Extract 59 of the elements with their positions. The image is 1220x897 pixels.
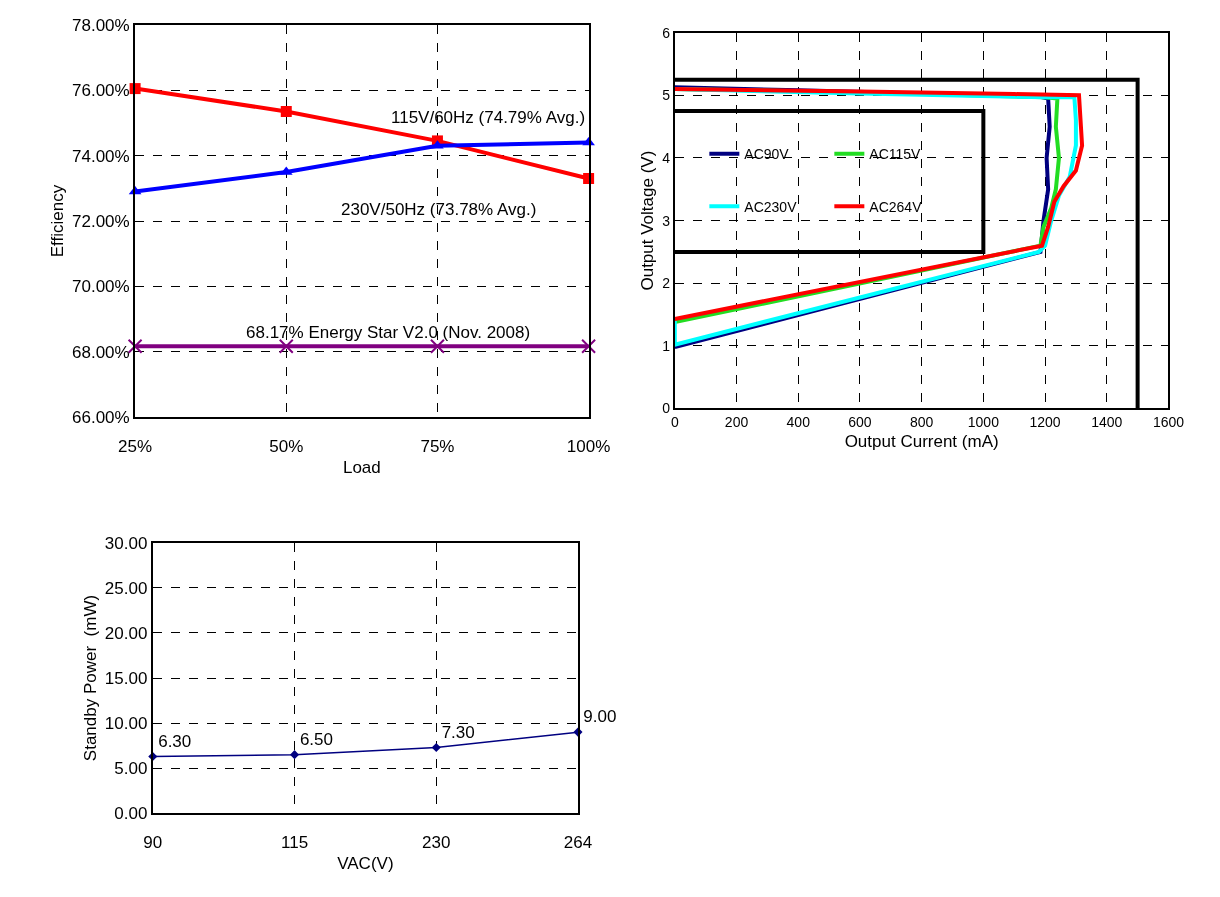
y-tick-label: 0 (662, 400, 671, 417)
x-tick-label: 200 (724, 414, 749, 431)
data-label: 6.50 (299, 730, 333, 750)
y-tick-label: 2 (662, 275, 671, 292)
y-tick-label: 25.00 (104, 578, 148, 598)
point (431, 742, 441, 752)
x-tick-label: 1400 (1091, 414, 1123, 431)
x-tick-label: 400 (786, 414, 811, 431)
x-tick-label: 100% (566, 436, 611, 456)
y-tick-label: 5.00 (114, 759, 148, 779)
y-tick-label: 66.00% (72, 408, 130, 428)
x-tick-label: 600 (848, 414, 872, 431)
annotation: 115V/60Hz (74.79% Avg.) (391, 108, 586, 127)
y-tick-label: 10.00 (104, 714, 148, 734)
y-tick-label: 4 (662, 149, 671, 166)
y-tick-label: 74.00% (72, 146, 130, 166)
point (280, 105, 292, 117)
data-label: 6.30 (158, 731, 192, 751)
y-tick-label: 30.00 (104, 533, 148, 553)
y-tick-label: 1 (662, 337, 671, 354)
y-tick-label: 72.00% (72, 211, 130, 231)
y-tick-label: 3 (662, 212, 671, 229)
point (127, 338, 143, 354)
x-tick-label: 230 (422, 832, 451, 852)
x-axis-title: Output Current (mA) (844, 432, 999, 452)
x-tick-label: 1600 (1152, 414, 1185, 431)
x-tick-label: 1000 (967, 414, 1000, 431)
y-tick-label: 68.00% (72, 342, 130, 362)
data-label: 7.30 (441, 722, 475, 742)
point (289, 750, 300, 760)
x-tick-label: 50% (269, 436, 304, 456)
x-axis-title: VAC(V) (337, 853, 394, 873)
y-tick-label: 78.00% (72, 15, 130, 35)
annotation: 68.17% Energy Star V2.0 (Nov. 2008) (246, 323, 531, 342)
y-axis-title: Efficiency (48, 184, 68, 258)
x-tick-label: 264 (563, 832, 593, 852)
y-tick-label: 5 (662, 87, 671, 104)
y-tick-label: 20.00 (104, 623, 148, 643)
point (581, 338, 597, 354)
x-tick-label: 800 (909, 414, 934, 431)
legend-label: AC230V (744, 198, 798, 215)
x-tick-label: 1200 (1029, 414, 1061, 431)
y-tick-label: 6 (662, 24, 671, 41)
y-tick-label: 15.00 (104, 668, 148, 688)
y-axis-title: Standby Power (mW) (80, 594, 100, 762)
y-tick-label: 70.00% (72, 277, 130, 297)
y-tick-label: 76.00% (72, 81, 130, 101)
point (429, 338, 445, 354)
x-axis-title: Load (342, 457, 381, 477)
point (278, 338, 294, 354)
x-tick-label: 75% (420, 436, 455, 456)
data-label: 9.00 (583, 707, 617, 727)
x-tick-label: 90 (143, 832, 163, 852)
x-tick-label: 115 (280, 832, 309, 852)
y-tick-label: 0.00 (114, 804, 148, 824)
legend-label: AC264V (869, 198, 923, 215)
x-tick-label: 25% (118, 436, 153, 456)
annotation: 230V/50Hz (73.78% Avg.) (341, 200, 537, 219)
y-axis-title: Output Voltage (V) (638, 150, 658, 291)
